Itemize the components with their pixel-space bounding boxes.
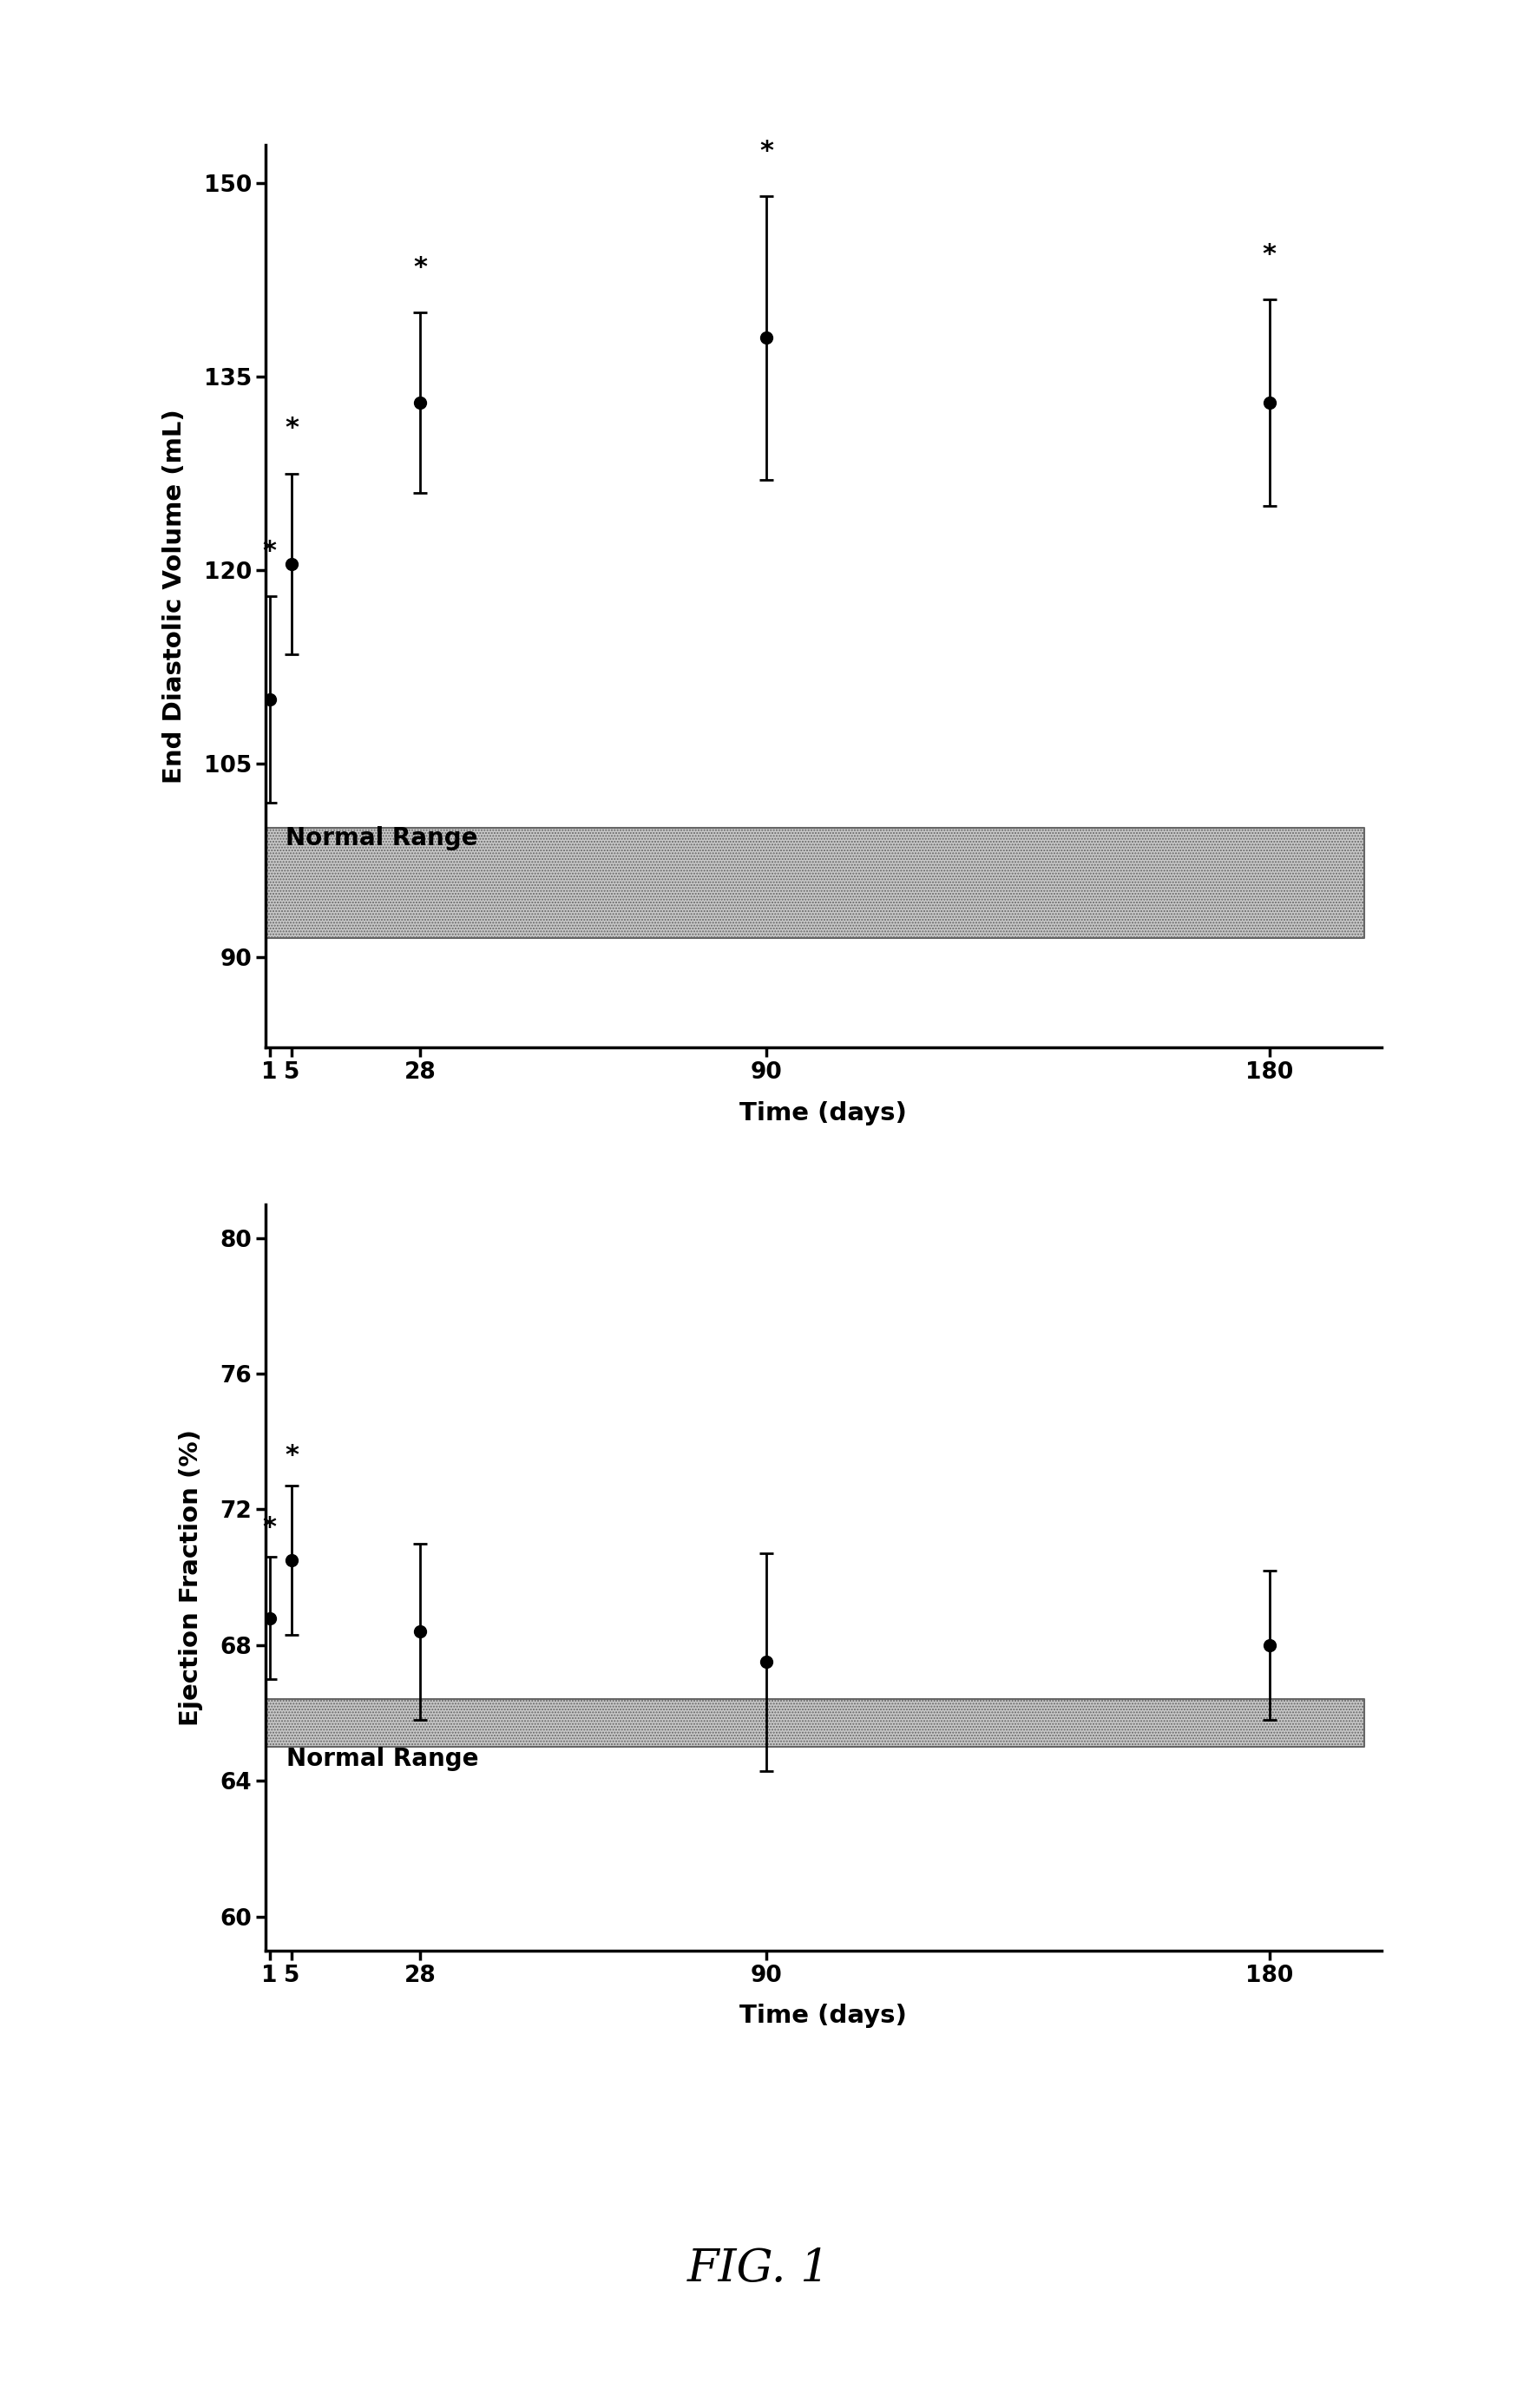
Y-axis label: Ejection Fraction (%): Ejection Fraction (%): [179, 1428, 203, 1727]
Text: Normal Range: Normal Range: [287, 1746, 478, 1772]
X-axis label: Time (days): Time (days): [739, 2003, 907, 2028]
Text: *: *: [262, 1515, 276, 1541]
Text: *: *: [1262, 241, 1276, 267]
Text: *: *: [413, 255, 428, 279]
Text: *: *: [285, 417, 299, 441]
Text: *: *: [262, 539, 276, 563]
Text: Normal Range: Normal Range: [285, 826, 478, 850]
Y-axis label: End Diastolic Volume (mL): End Diastolic Volume (mL): [162, 409, 187, 783]
Text: *: *: [285, 1442, 299, 1469]
Text: FIG. 1: FIG. 1: [687, 2247, 830, 2290]
X-axis label: Time (days): Time (days): [739, 1100, 907, 1125]
Text: *: *: [760, 140, 774, 164]
